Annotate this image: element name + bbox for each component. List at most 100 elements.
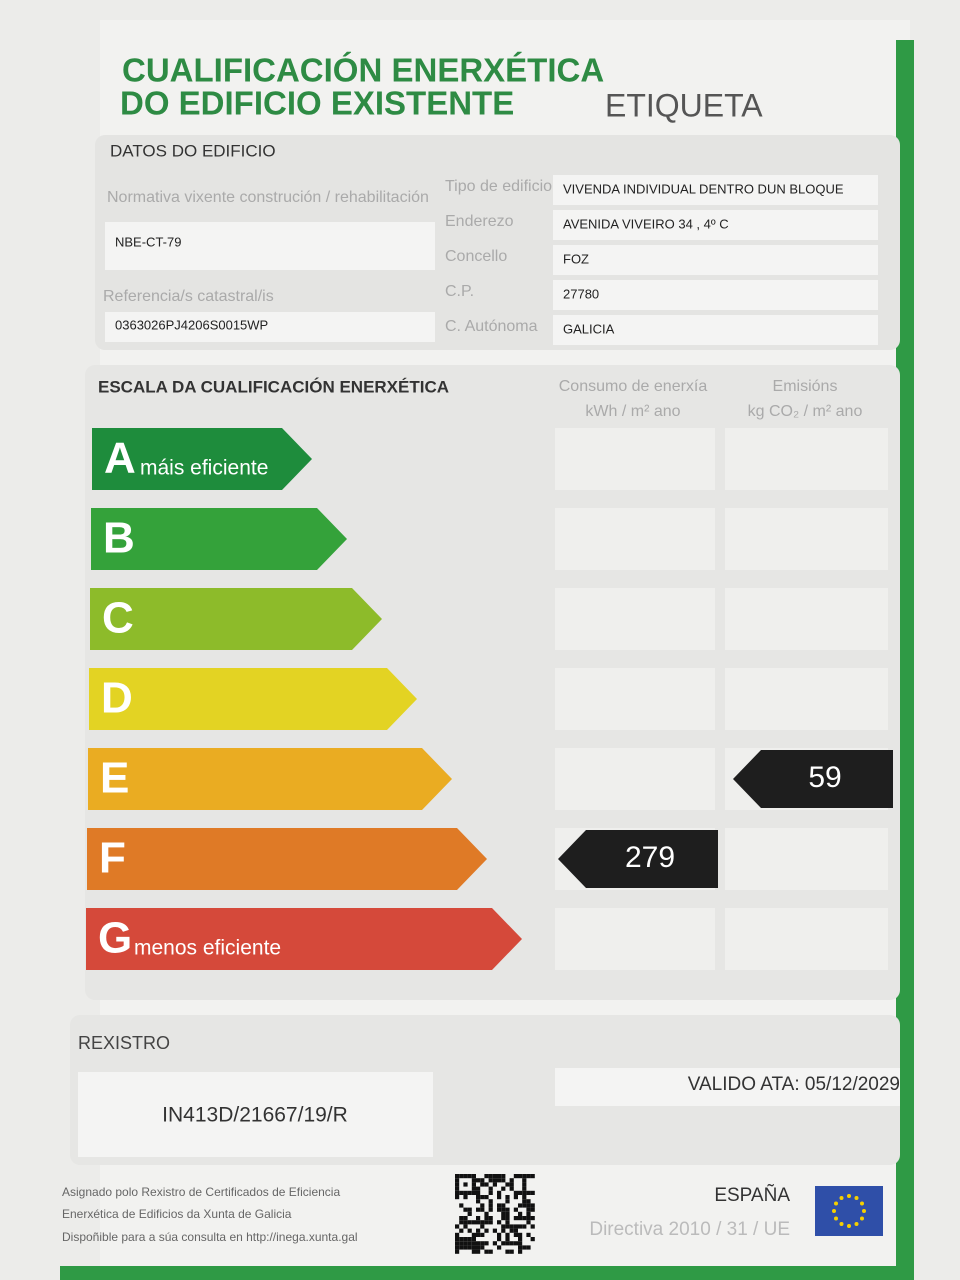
qr-module [476, 1186, 481, 1191]
qr-module [471, 1232, 476, 1237]
qr-module [497, 1195, 502, 1200]
qr-module [509, 1178, 514, 1183]
field-label: Enderezo [445, 213, 514, 230]
qr-module [518, 1245, 523, 1250]
emissions-cell [725, 908, 888, 970]
qr-module [492, 1228, 497, 1233]
qr-module [518, 1224, 523, 1229]
field-value: FOZ [563, 251, 589, 266]
qr-module [497, 1237, 502, 1242]
qr-module [488, 1249, 493, 1254]
qr-module [480, 1207, 485, 1212]
qr-module [467, 1241, 472, 1246]
qr-module [488, 1186, 493, 1191]
valid-until: VALIDO ATA: 05/12/2029 [688, 1074, 900, 1095]
qr-module [518, 1241, 523, 1246]
field-label: Concello [445, 248, 507, 265]
qr-module [505, 1195, 510, 1200]
field-box [555, 1068, 900, 1106]
qr-module [459, 1245, 464, 1250]
heading: REXISTRO [78, 1033, 170, 1053]
qr-module [526, 1232, 531, 1237]
heading: DATOS DO EDIFICIO [110, 141, 276, 160]
qr-module [526, 1211, 531, 1216]
field-label: C.P. [445, 283, 474, 300]
qr-module [492, 1178, 497, 1183]
qr-module [476, 1220, 481, 1225]
qr-module [455, 1241, 460, 1246]
column-unit: kg CO₂ / m² ano [748, 403, 863, 420]
eu-star [834, 1216, 839, 1221]
qr-module [513, 1174, 518, 1179]
qr-module [518, 1216, 523, 1221]
qr-module [459, 1174, 464, 1179]
qr-module [518, 1203, 523, 1208]
qr-module [463, 1216, 468, 1221]
qr-module [480, 1224, 485, 1229]
qr-module [518, 1190, 523, 1195]
qr-module [488, 1174, 493, 1179]
grade-caption: menos eficiente [134, 937, 281, 960]
qr-module [501, 1211, 506, 1216]
qr-module [463, 1195, 468, 1200]
qr-module [480, 1241, 485, 1246]
qr-module [530, 1203, 535, 1208]
qr-module [522, 1182, 527, 1187]
qr-module [522, 1178, 527, 1183]
qr-module [476, 1207, 481, 1212]
grade-letter: C [102, 594, 134, 643]
qr-module [471, 1178, 476, 1183]
consumption-cell [555, 668, 715, 730]
qr-module [505, 1216, 510, 1221]
qr-module [497, 1178, 502, 1183]
emissions-cell [725, 668, 888, 730]
qr-module [518, 1232, 523, 1237]
field-value: 27780 [563, 286, 599, 301]
field-box [105, 222, 435, 270]
qr-module [463, 1220, 468, 1225]
field-value: AVENIDA VIVEIRO 34 , 4º C [563, 216, 729, 231]
qr-module [530, 1216, 535, 1221]
consumption-cell [555, 428, 715, 490]
qr-module [476, 1245, 481, 1250]
qr-module [463, 1174, 468, 1179]
consumption-cell [555, 748, 715, 810]
qr-module [509, 1224, 514, 1229]
qr-module [522, 1186, 527, 1191]
qr-module [501, 1178, 506, 1183]
qr-module [505, 1211, 510, 1216]
eu-star [859, 1201, 864, 1206]
qr-module [497, 1190, 502, 1195]
qr-module [492, 1182, 497, 1187]
rating-value: 279 [625, 841, 675, 874]
qr-module [471, 1186, 476, 1191]
eu-star [834, 1201, 839, 1206]
qr-module [463, 1182, 468, 1187]
qr-module [459, 1241, 464, 1246]
qr-module [467, 1207, 472, 1212]
qr-module [526, 1216, 531, 1221]
qr-module [459, 1228, 464, 1233]
qr-module [488, 1216, 493, 1221]
emissions-cell [725, 588, 888, 650]
emissions-cell [725, 508, 888, 570]
qr-module [501, 1241, 506, 1246]
qr-module [530, 1224, 535, 1229]
qr-module [471, 1245, 476, 1250]
grade-arrow [90, 588, 382, 650]
qr-module [522, 1195, 527, 1200]
qr-module [501, 1186, 506, 1191]
qr-module [455, 1195, 460, 1200]
qr-module [480, 1195, 485, 1200]
eu-star [859, 1216, 864, 1221]
qr-module [476, 1178, 481, 1183]
field-value: VIVENDA INDIVIDUAL DENTRO DUN BLOQUE [563, 181, 844, 196]
qr-module [459, 1190, 464, 1195]
qr-module [467, 1237, 472, 1242]
qr-module [526, 1220, 531, 1225]
field-box [105, 312, 435, 342]
qr-module [471, 1237, 476, 1242]
qr-module [513, 1241, 518, 1246]
eu-star [847, 1224, 851, 1228]
footer-note: Asignado polo Rexistro de Certificados d… [62, 1185, 340, 1199]
